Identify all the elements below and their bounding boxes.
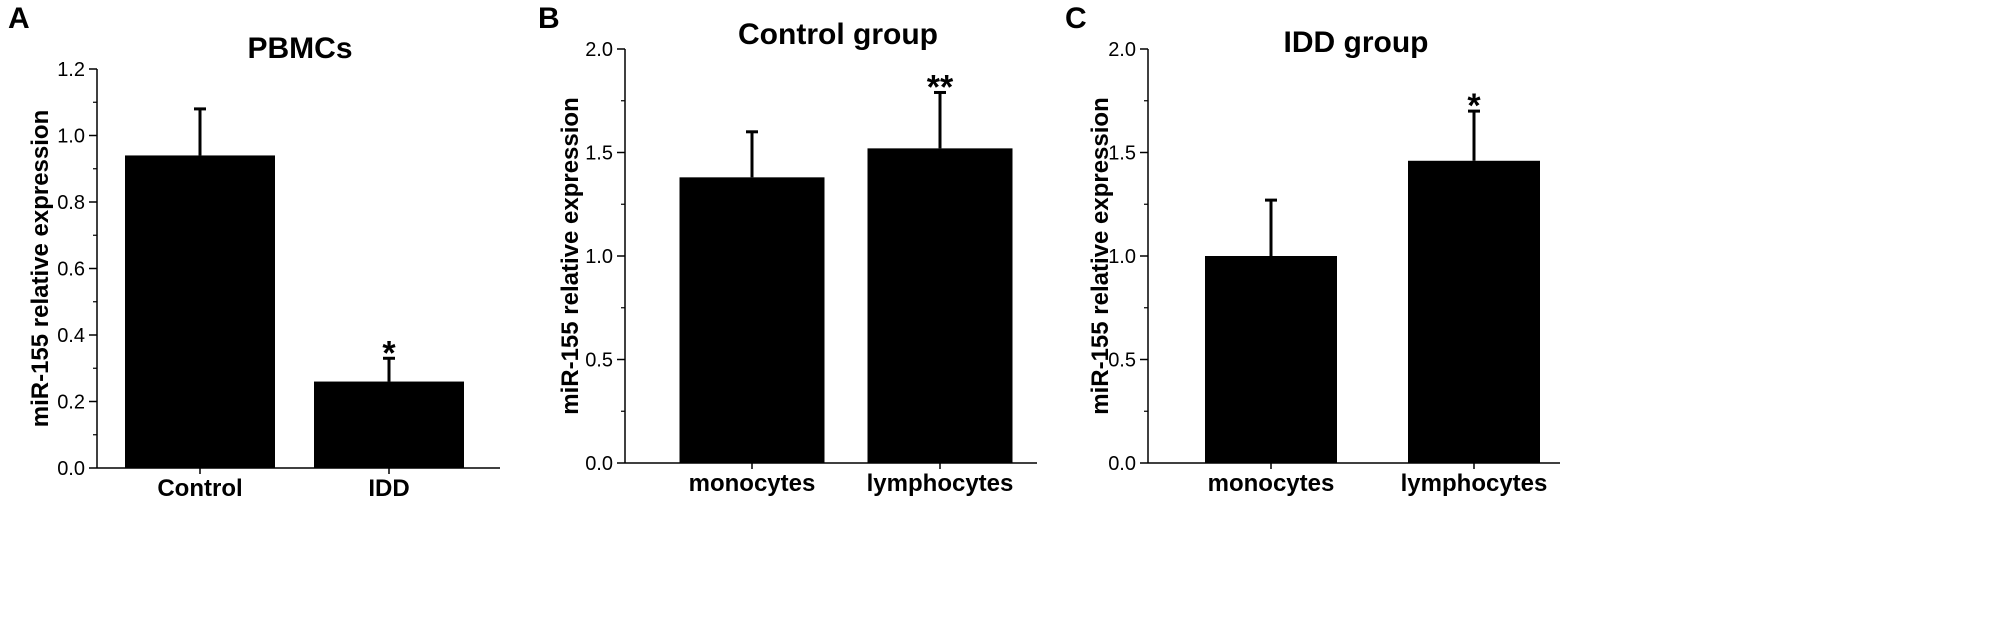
y-tick-label: 0.0 [57,458,85,480]
y-axis-label: miR-155 relative expression [1087,97,1114,415]
category-label: IDD [368,475,409,502]
y-tick-label: 1.0 [585,246,613,268]
panel-letter: B [538,2,560,35]
y-tick-label: 2.0 [1108,39,1136,61]
y-tick-label: 2.0 [585,39,613,61]
y-tick-label: 1.5 [585,143,613,165]
y-tick-label: 0.8 [57,192,85,214]
y-tick-label: 0.0 [1108,453,1136,475]
chart-panel-b: B Control group miR-155 relative expressio… [538,2,1037,497]
y-tick-label: 0.5 [1108,350,1136,372]
category-label: monocytes [1208,470,1335,497]
chart-panel-c: C IDD group miR-155 relative expression mon… [1065,2,1560,497]
y-tick-label: 1.2 [57,59,85,81]
chart-title: PBMCs [247,32,352,65]
bar [679,177,825,463]
bar [125,155,275,468]
category-label: monocytes [689,470,816,497]
y-tick-label: 0.0 [585,453,613,475]
bar [1205,256,1337,463]
y-axis-label: miR-155 relative expression [557,97,584,415]
chart-panel-a: A PBMCs miR-155 relative expression Control… [8,2,500,502]
y-axis-label: miR-155 relative expression [27,110,54,428]
y-tick-label: 0.2 [57,392,85,414]
y-tick-label: 1.5 [1108,143,1136,165]
y-tick-label: 1.0 [1108,246,1136,268]
category-label: lymphocytes [1401,470,1548,497]
y-tick-label: 1.0 [57,126,85,148]
category-label: lymphocytes [867,470,1014,497]
bar [1408,160,1540,463]
y-tick-label: 0.5 [585,350,613,372]
significance-marker: * [1467,87,1481,125]
significance-marker: ** [927,68,954,106]
y-tick-label: 0.4 [57,325,85,347]
bar [314,381,464,468]
significance-marker: * [382,334,396,372]
panel-letter: A [8,2,30,35]
chart-title: Control group [738,18,938,51]
y-tick-label: 0.6 [57,259,85,281]
category-label: Control [157,475,242,502]
chart-title: IDD group [1284,26,1429,59]
bar [867,148,1013,464]
panel-letter: C [1065,2,1087,35]
